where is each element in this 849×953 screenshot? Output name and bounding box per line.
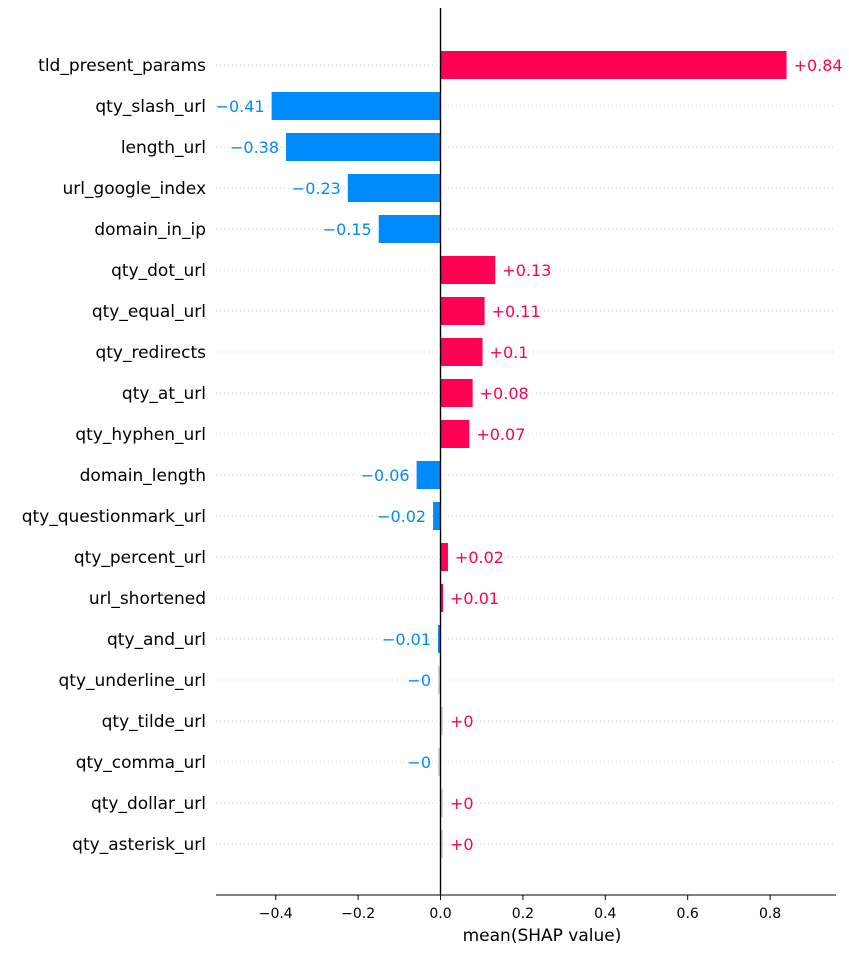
feature-label: domain_length — [80, 466, 206, 486]
value-label: +0 — [450, 794, 474, 813]
feature-label: domain_in_ip — [94, 220, 206, 240]
feature-label: qty_comma_url — [76, 753, 206, 773]
value-label: −0.38 — [230, 138, 279, 157]
bar-qty_underline_url — [438, 666, 441, 694]
bar-url_google_index — [347, 174, 441, 202]
feature-label: qty_asterisk_url — [72, 835, 206, 855]
x-tick-label: 0.0 — [429, 906, 451, 922]
bar-qty_dot_url — [440, 256, 496, 284]
value-labels: +0.84 −0.41 −0.38 −0.23 −0.15 +0.13 +0.11 +0.1 +… — [216, 56, 843, 854]
bar-qty_slash_url — [271, 92, 441, 120]
bar-tld_present_params — [440, 51, 787, 79]
x-axis-title: mean(SHAP value) — [463, 926, 622, 946]
feature-label: qty_dollar_url — [91, 794, 206, 814]
feature-label: qty_questionmark_url — [22, 507, 206, 527]
bar-qty_at_url — [440, 379, 473, 407]
value-label: +0.01 — [450, 589, 499, 608]
value-label: +0.08 — [480, 384, 529, 403]
value-label: +0 — [450, 712, 474, 731]
bar-qty_asterisk_url — [440, 830, 444, 858]
feature-label: qty_redirects — [95, 343, 206, 363]
value-label: +0.11 — [492, 302, 541, 321]
bar-qty_questionmark_url — [433, 502, 441, 530]
bar-qty_percent_url — [440, 543, 448, 571]
feature-label: qty_and_url — [107, 630, 206, 650]
bars — [271, 51, 787, 858]
feature-label: qty_at_url — [122, 384, 206, 404]
bar-domain_in_ip — [378, 215, 441, 243]
value-label: −0 — [407, 753, 431, 772]
feature-label: qty_equal_url — [92, 302, 206, 322]
bar-qty_tilde_url — [440, 707, 444, 735]
bar-qty_redirects — [440, 338, 483, 366]
value-label: −0.02 — [377, 507, 426, 526]
value-label: +0 — [450, 835, 474, 854]
value-label: +0.13 — [502, 261, 551, 280]
value-label: +0.84 — [794, 56, 843, 75]
feature-label: qty_slash_url — [95, 97, 206, 117]
x-tick-label: 0.4 — [594, 906, 616, 922]
bar-qty_hyphen_url — [440, 420, 470, 448]
value-label: −0.01 — [382, 630, 431, 649]
x-tick-label: 0.6 — [677, 906, 699, 922]
feature-label: url_google_index — [62, 179, 206, 199]
bar-qty_equal_url — [440, 297, 485, 325]
feature-label: qty_underline_url — [59, 671, 206, 691]
x-tick-label: 0.2 — [512, 906, 534, 922]
value-label: −0.06 — [361, 466, 410, 485]
value-label: +0.02 — [455, 548, 504, 567]
value-label: +0.07 — [476, 425, 525, 444]
value-label: +0.1 — [490, 343, 529, 362]
feature-label: length_url — [121, 138, 206, 158]
value-label: −0.23 — [292, 179, 341, 198]
x-axis-ticks: −0.4 −0.2 0.0 0.2 0.4 0.6 0.8 — [259, 895, 781, 922]
bar-url_shortened — [440, 584, 444, 612]
feature-label: qty_percent_url — [74, 548, 206, 568]
feature-labels: tld_present_params qty_slash_url length_ur… — [22, 56, 206, 855]
feature-label: qty_tilde_url — [102, 712, 206, 732]
value-label: −0.41 — [216, 97, 265, 116]
bar-domain_length — [416, 461, 441, 489]
bar-qty_comma_url — [438, 748, 441, 776]
feature-label: qty_hyphen_url — [75, 425, 206, 445]
bar-length_url — [286, 133, 441, 161]
bar-qty_and_url — [438, 625, 441, 653]
x-tick-label: −0.4 — [259, 906, 293, 922]
feature-label: qty_dot_url — [111, 261, 206, 281]
bar-qty_dollar_url — [440, 789, 444, 817]
value-label: −0.15 — [323, 220, 372, 239]
x-tick-label: −0.2 — [341, 906, 375, 922]
value-label: −0 — [407, 671, 431, 690]
feature-label: tld_present_params — [38, 56, 206, 76]
gridlines — [216, 64, 836, 845]
feature-label: url_shortened — [89, 589, 206, 609]
x-tick-label: 0.8 — [759, 906, 781, 922]
